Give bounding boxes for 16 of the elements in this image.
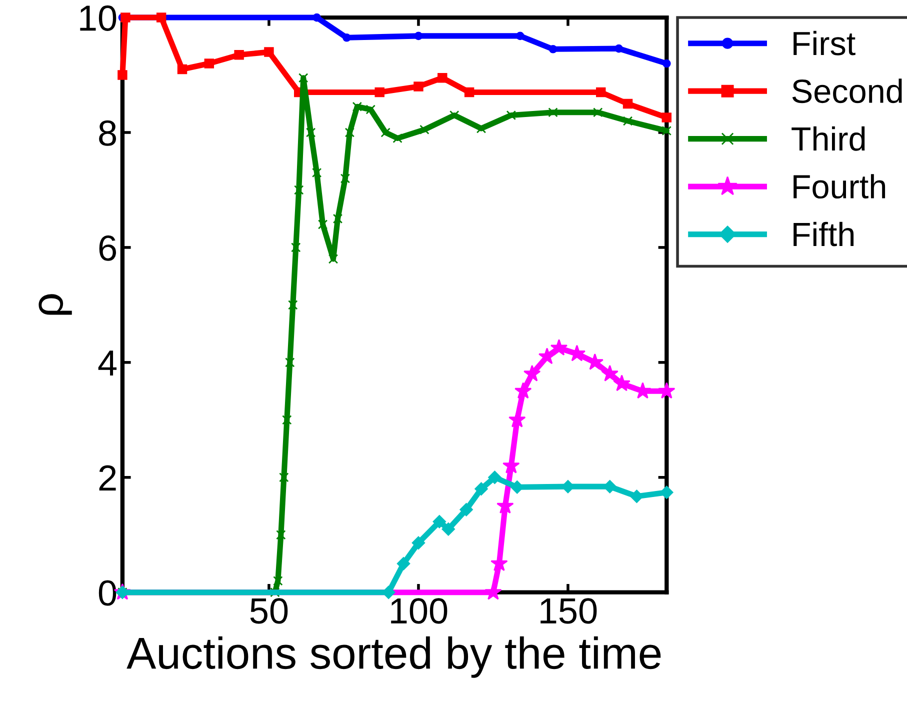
x-tick-label: 100 xyxy=(391,598,448,624)
y-tick-label: 4 xyxy=(98,350,117,376)
legend-label: First xyxy=(794,30,856,56)
x-axis-title: Auctions sorted by the time xyxy=(126,636,661,678)
y-tick-label: 8 xyxy=(99,120,116,146)
x-tick-label: 150 xyxy=(540,598,597,624)
legend-label: Fifth xyxy=(794,222,854,246)
y-axis-title: ρ xyxy=(38,294,72,315)
legend-label: Third xyxy=(792,126,865,151)
y-tick-label: 6 xyxy=(99,235,116,261)
x-tick-label: 50 xyxy=(250,598,288,624)
y-tick-label: 0 xyxy=(98,580,116,606)
legend-label: Fourth xyxy=(794,174,886,199)
y-tick-label: 2 xyxy=(99,465,116,490)
legend-label: Second xyxy=(792,78,902,104)
y-tick-label: 10 xyxy=(80,5,116,31)
